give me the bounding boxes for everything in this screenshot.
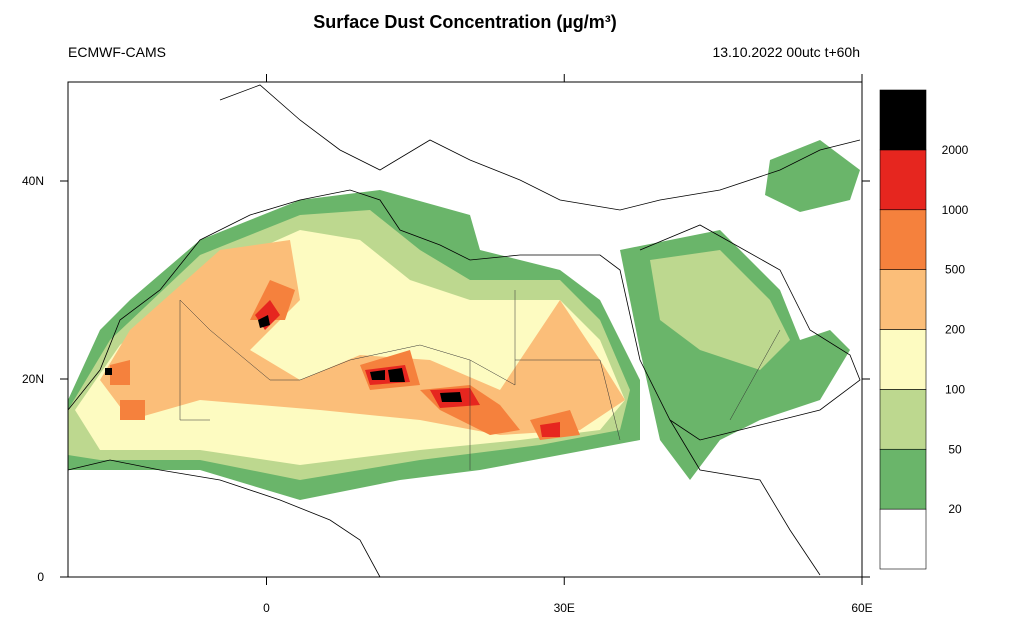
- map-frame: [67, 81, 863, 578]
- colorbar-label: 200: [945, 323, 965, 337]
- colorbar-label: 20: [948, 502, 962, 516]
- colorbar: 20 50 100 200 500 1000 2000: [879, 89, 969, 570]
- colorbar-label: 1000: [942, 203, 969, 217]
- model-label: ECMWF-CAMS: [68, 44, 166, 60]
- colorbar-label: 50: [948, 442, 962, 456]
- y-tick-label: 20N: [22, 372, 44, 386]
- coastlines: [67, 84, 861, 578]
- colorbar-box: [879, 89, 927, 151]
- colorbar-box: [879, 389, 927, 450]
- colorbar-label: 2000: [942, 143, 969, 157]
- date-label: 13.10.2022 00utc t+60h: [712, 44, 860, 60]
- x-tick-label: 30E: [554, 601, 575, 615]
- axes: 0 30E 60E 0 20N 40N: [22, 74, 873, 615]
- colorbar-box: [879, 329, 927, 390]
- x-tick-label: 0: [263, 601, 270, 615]
- y-tick-label: 0: [37, 570, 44, 584]
- colorbar-box: [879, 269, 927, 330]
- colorbar-box: [879, 149, 927, 211]
- colorbar-label: 100: [945, 382, 965, 396]
- colorbar-label: 500: [945, 263, 965, 277]
- colorbar-box: [879, 448, 927, 510]
- title: Surface Dust Concentration (µg/m³): [313, 12, 616, 32]
- y-tick-label: 40N: [22, 174, 44, 188]
- dust-field: [68, 140, 860, 500]
- x-tick-label: 60E: [851, 601, 872, 615]
- colorbar-box: [879, 508, 927, 570]
- colorbar-box: [879, 209, 927, 270]
